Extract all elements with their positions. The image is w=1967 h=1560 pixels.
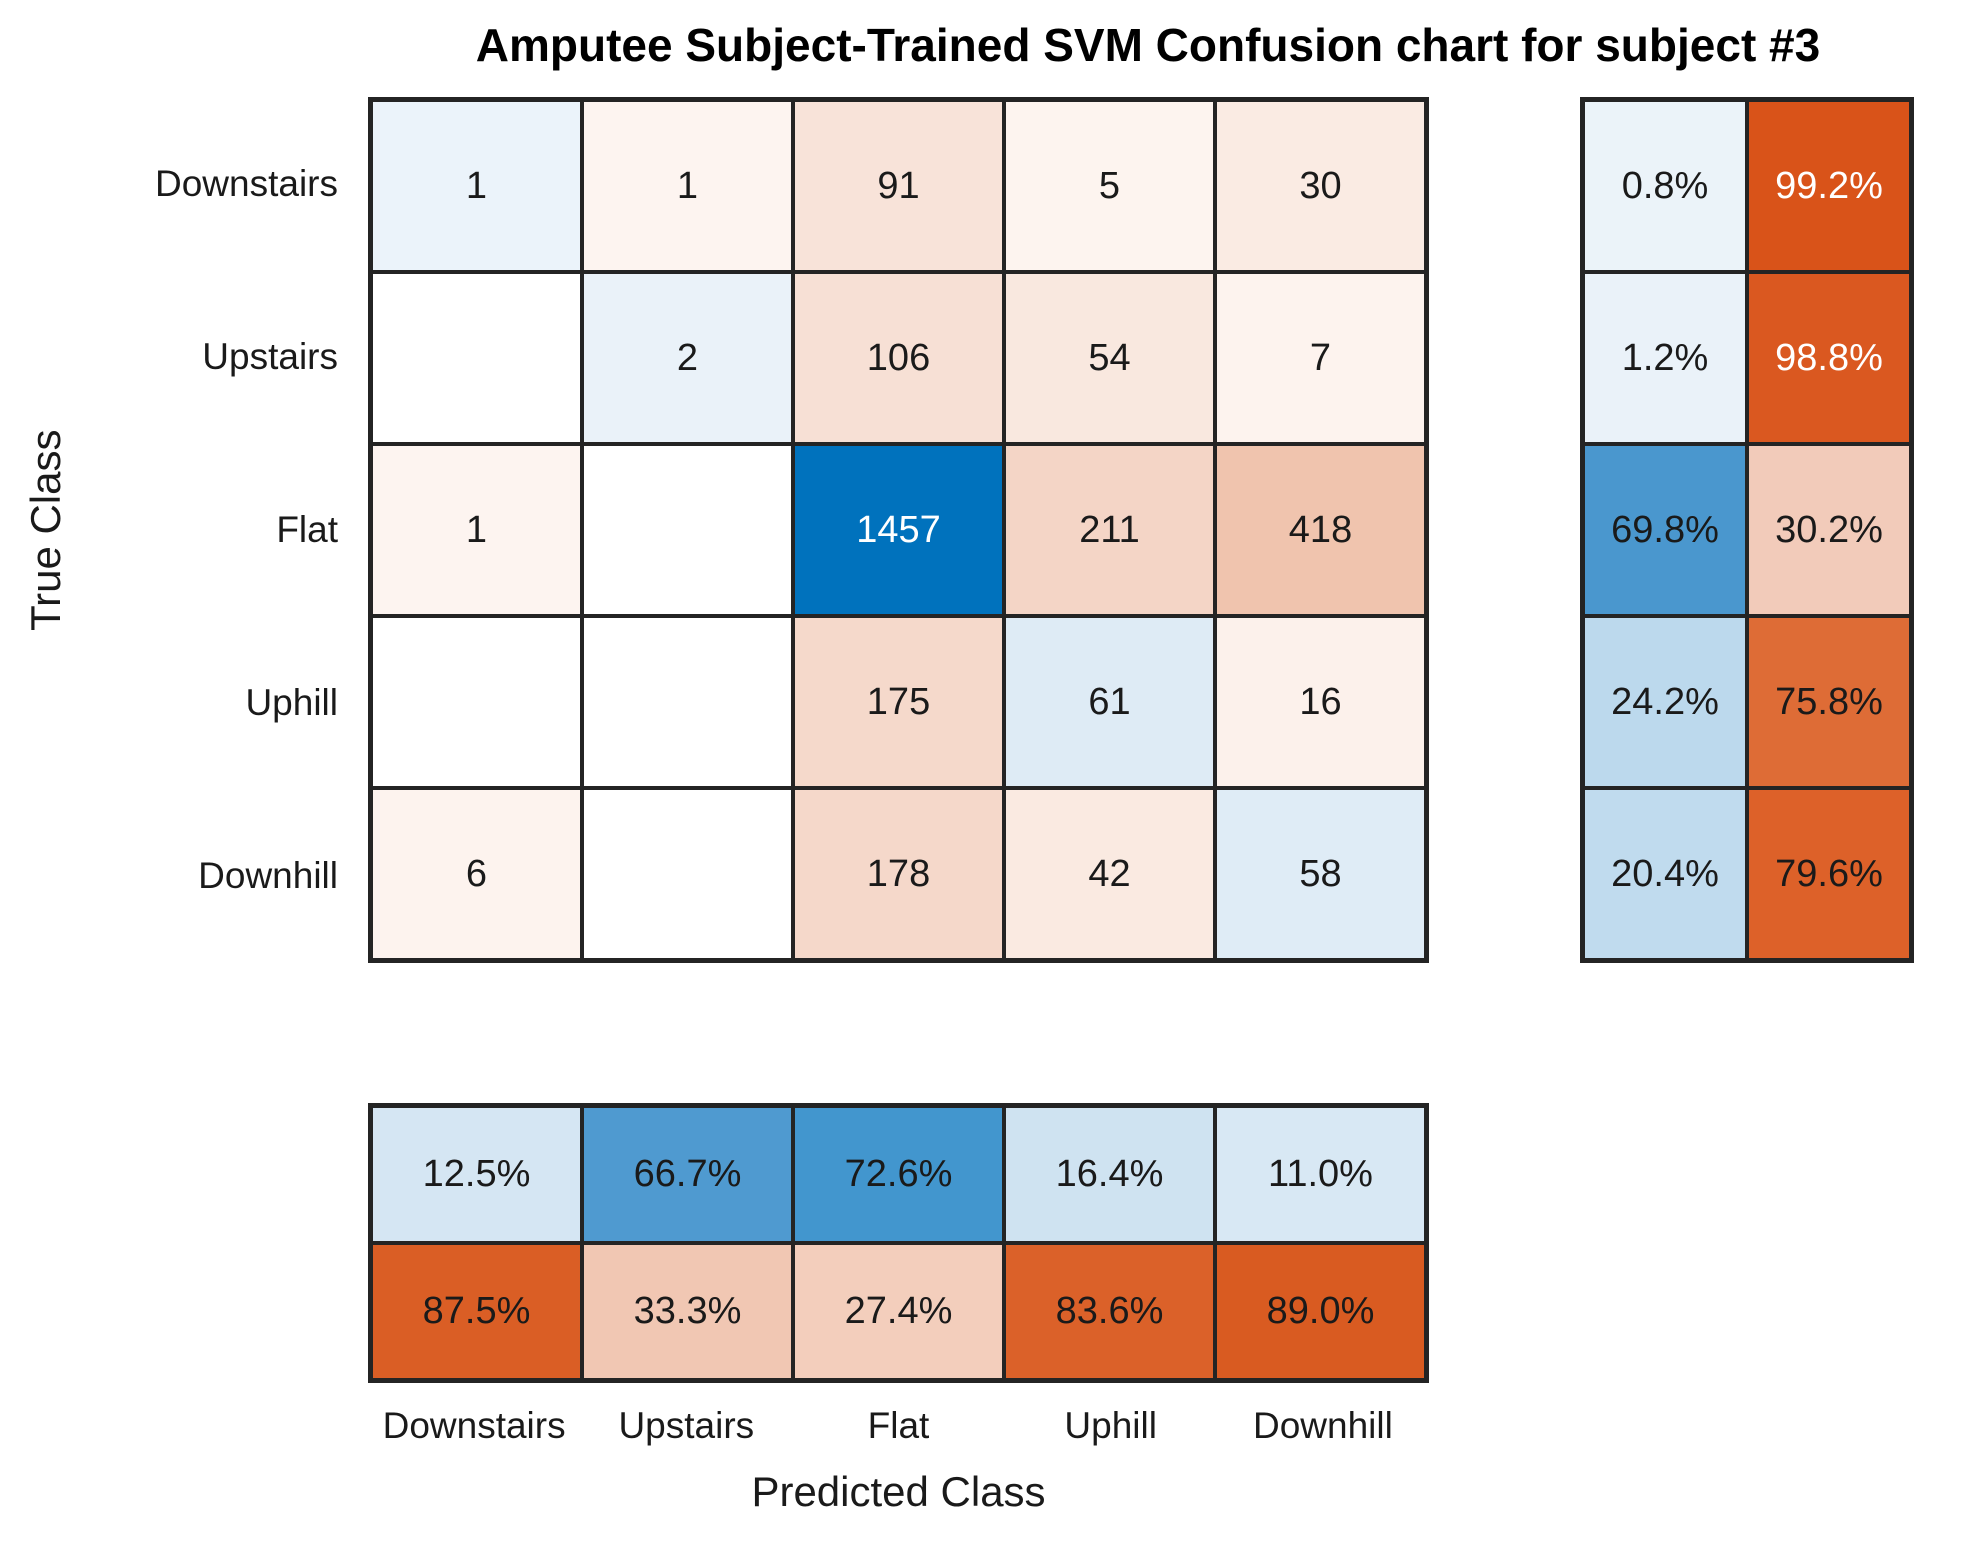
row-summary-cell: 20.4% [1583,788,1747,960]
row-summary-cell: 1.2% [1583,272,1747,444]
x-axis-label: Predicted Class [751,1468,1046,1515]
row-tick-label: Downhill [198,855,338,897]
matrix-cell: 106 [793,272,1004,444]
matrix-cell: 1 [371,444,582,616]
row-summary-grid: 0.8% 99.2% 1.2% 98.8% 69.8% 30.2% 24.2% 75.8% 20… [1580,97,1914,963]
matrix-cell: 7 [1215,272,1426,444]
column-summary-cell: 89.0% [1215,1243,1426,1380]
row-tick-label: Upstairs [202,335,338,377]
column-summary-grid: 12.5% 66.7% 72.6% 16.4% 11.0% 87.5% 33.3% 27.4%… [368,1103,1429,1383]
matrix-cell: 61 [1004,616,1215,788]
column-summary-cell: 87.5% [371,1243,582,1380]
true-class-tick-labels: Downstairs Upstairs Flat Uphill Downhill [0,97,352,963]
column-tick-label: Upstairs [618,1405,755,1446]
column-summary-cell: 12.5% [371,1106,582,1243]
predicted-class-tick-labels: Downstairs Upstairs Flat Uphill Downhill [368,1398,1429,1454]
row-summary-cell: 0.8% [1583,100,1747,272]
row-tick-label: Uphill [245,682,338,724]
matrix-cell: 1 [371,100,582,272]
row-summary-cell: 24.2% [1583,616,1747,788]
row-summary-cell: 30.2% [1747,444,1911,616]
matrix-cell [371,272,582,444]
column-summary-cell: 27.4% [793,1243,1004,1380]
matrix-cell: 42 [1004,788,1215,960]
matrix-cell: 418 [1215,444,1426,616]
row-summary-cell: 79.6% [1747,788,1911,960]
matrix-cell: 58 [1215,788,1426,960]
row-tick-label: Flat [276,509,338,550]
matrix-cell [582,788,793,960]
row-summary-cell: 98.8% [1747,272,1911,444]
column-tick-label: Uphill [1064,1405,1157,1446]
matrix-cell: 1457 [793,444,1004,616]
column-summary-cell: 11.0% [1215,1106,1426,1243]
column-tick-label: Downstairs [382,1405,566,1446]
column-summary-cell: 83.6% [1004,1243,1215,1380]
matrix-cell: 1 [582,100,793,272]
chart-title: Amputee Subject-Trained SVM Confusion ch… [475,19,1821,71]
row-summary-cell: 75.8% [1747,616,1911,788]
column-summary-cell: 72.6% [793,1106,1004,1243]
column-tick-label: Downhill [1252,1405,1393,1446]
matrix-cell: 2 [582,272,793,444]
matrix-cell: 54 [1004,272,1215,444]
column-summary-cell: 66.7% [582,1106,793,1243]
matrix-cell: 175 [793,616,1004,788]
matrix-cell: 16 [1215,616,1426,788]
row-summary-cell: 99.2% [1747,100,1911,272]
column-summary-cell: 16.4% [1004,1106,1215,1243]
matrix-cell [371,616,582,788]
matrix-cell: 6 [371,788,582,960]
column-summary-cell: 33.3% [582,1243,793,1380]
matrix-cell: 91 [793,100,1004,272]
matrix-cell: 30 [1215,100,1426,272]
row-tick-label: Downstairs [155,162,338,204]
matrix-cell: 178 [793,788,1004,960]
confusion-matrix-grid: 1 1 91 5 30 2 106 54 7 1 1457 211 418 175 61 16 6 178 42 58 [368,97,1429,963]
matrix-cell: 5 [1004,100,1215,272]
matrix-cell [582,616,793,788]
matrix-cell: 211 [1004,444,1215,616]
matrix-cell [582,444,793,616]
column-tick-label: Flat [867,1405,930,1446]
row-summary-cell: 69.8% [1583,444,1747,616]
